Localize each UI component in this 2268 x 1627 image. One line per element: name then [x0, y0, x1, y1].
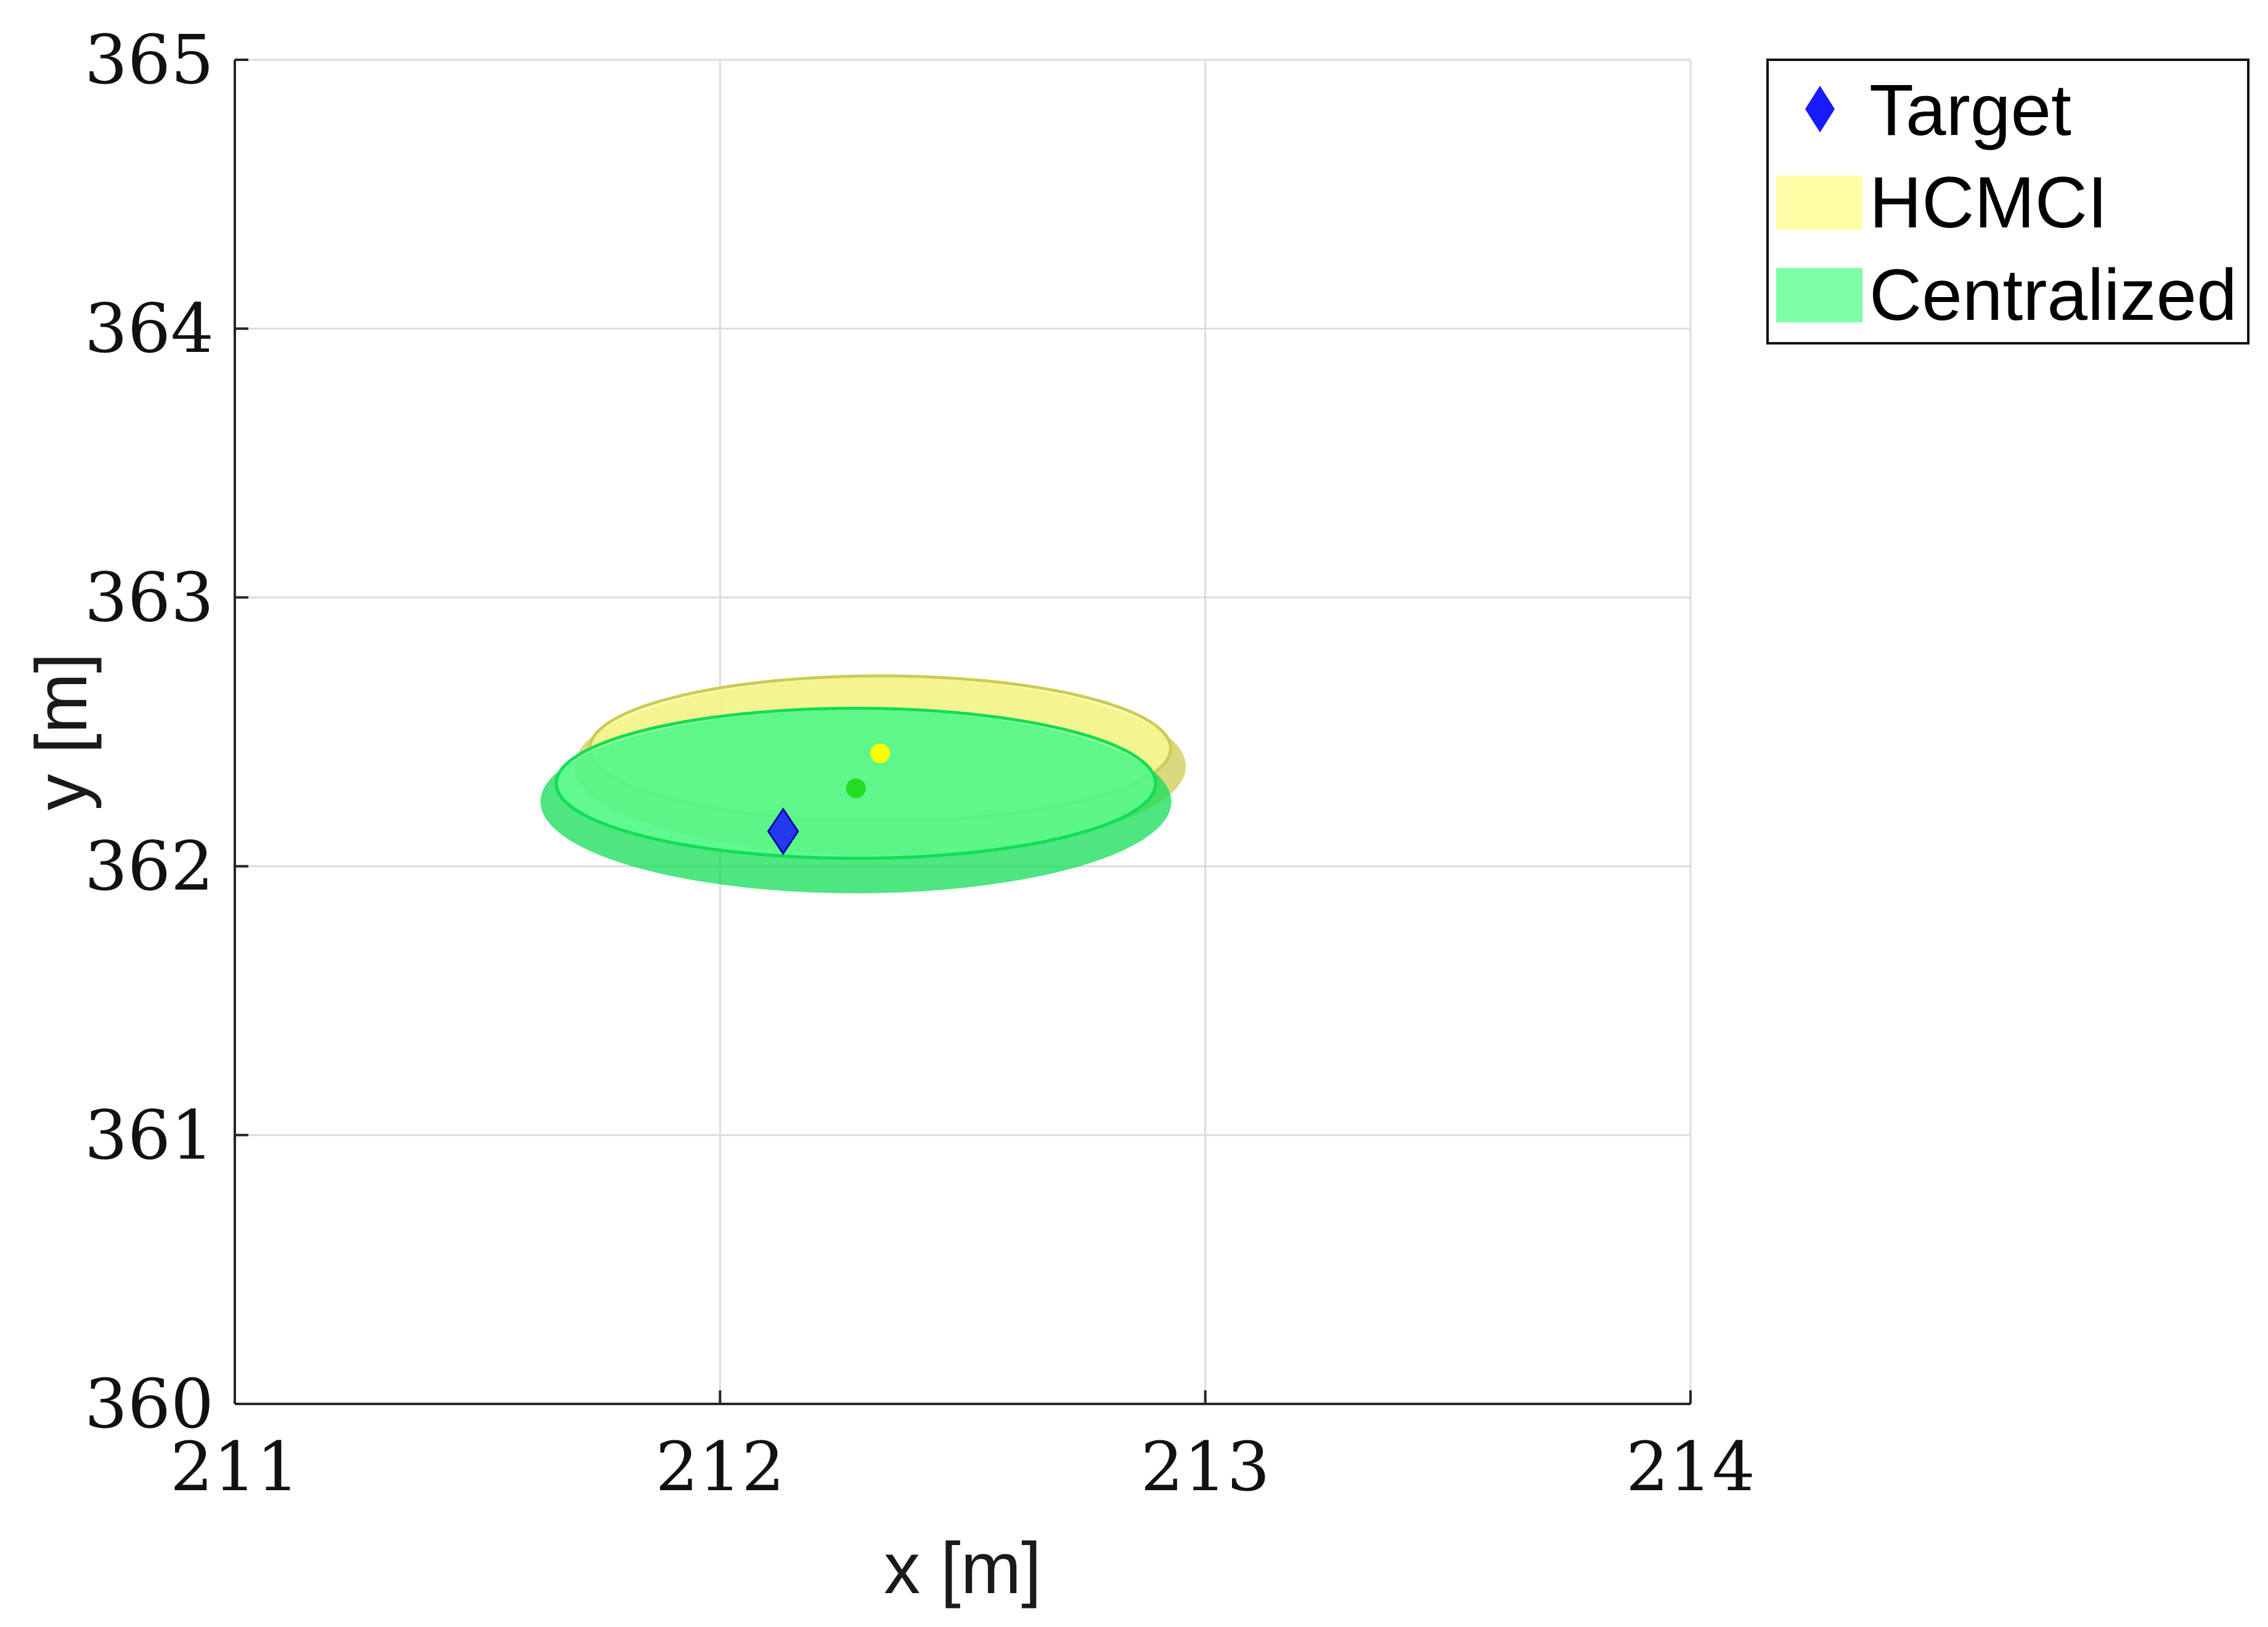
axes [234, 59, 1692, 1405]
estimate-point-2 [846, 778, 866, 799]
legend-label-target: Target [1869, 70, 2071, 151]
estimate-point-1 [870, 743, 891, 764]
x-tick-label: 211 [170, 1427, 300, 1506]
legend-swatch-target [1805, 86, 1835, 133]
region-centralized [540, 706, 1172, 894]
legend-swatch-centralized [1776, 268, 1862, 322]
x-tick-label: 213 [1141, 1427, 1270, 1506]
legend-label-centralized: Centralized [1869, 255, 2237, 336]
y-tick-label: 362 [84, 827, 214, 906]
y-tick-label: 365 [84, 20, 214, 99]
legend-label-hcmci: HCMCI [1869, 162, 2108, 243]
target-marker [767, 807, 799, 855]
x-axis-label: x [m] [884, 1528, 1042, 1609]
x-tick-label: 214 [1626, 1427, 1755, 1506]
y-axis-label: y [m] [21, 653, 102, 810]
tick-labels: 211 212 213 214 360 361 362 363 364 365 [84, 20, 1755, 1506]
legend: Target HCMCI Centralized [1766, 59, 2250, 345]
data-markers [767, 743, 891, 855]
y-tick-label: 360 [84, 1364, 214, 1443]
y-tick-label: 363 [84, 558, 214, 637]
y-tick-label: 364 [84, 289, 214, 368]
legend-swatch-hcmci [1776, 176, 1862, 230]
y-tick-label: 361 [84, 1096, 214, 1175]
x-tick-label: 212 [655, 1427, 785, 1506]
